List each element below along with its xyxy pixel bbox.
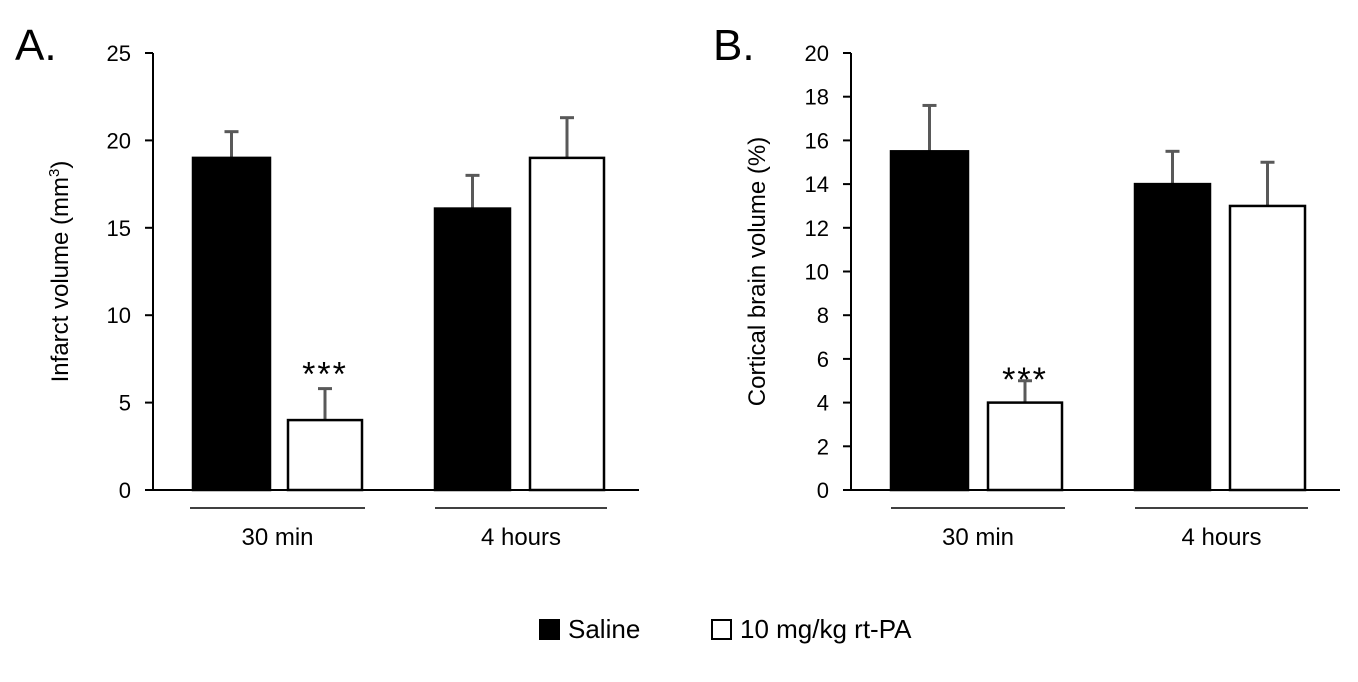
y-tick-label: 10: [805, 260, 829, 285]
legend: Saline 10 mg/kg rt-PA: [539, 614, 912, 644]
y-tick-label: 12: [805, 216, 829, 241]
panel-label: B.: [713, 21, 755, 70]
legend-label: Saline: [568, 614, 640, 644]
x-tick-label: 30 min: [942, 524, 1014, 551]
y-tick-label: 20: [107, 128, 131, 153]
bar-rtpa: [1228, 204, 1307, 492]
y-tick-label: 6: [817, 347, 829, 372]
bar-saline: [191, 156, 272, 492]
significance-marker: ***: [302, 356, 348, 394]
y-axis-label-sup: 3: [46, 169, 63, 177]
bar-rtpa: [528, 156, 606, 492]
y-tick-label: 14: [805, 172, 829, 197]
y-tick-label: 2: [817, 434, 829, 459]
x-tick-label: 4 hours: [1181, 524, 1261, 551]
panel-label: A.: [15, 21, 57, 70]
y-tick-label: 5: [119, 391, 131, 416]
y-axis-label: Cortical brain volume (%): [744, 137, 771, 406]
bar-saline: [433, 207, 512, 492]
y-tick-label: 4: [817, 391, 829, 416]
y-tick-label: 16: [805, 128, 829, 153]
y-tick-label: 18: [805, 85, 829, 110]
significance-marker: ***: [1002, 361, 1048, 399]
x-tick-label: 30 min: [241, 524, 313, 551]
bar-saline: [1133, 182, 1212, 492]
legend-label: 10 mg/kg rt-PA: [740, 614, 912, 644]
legend-swatch: [711, 619, 732, 640]
panel-a: A. 0 5 10 15 20 25 Infarct volume (mm3) 30 min **…: [15, 21, 639, 551]
y-tick-label: 0: [119, 478, 131, 503]
y-tick-label: 15: [107, 216, 131, 241]
y-tick-label: 25: [107, 41, 131, 66]
bar-rtpa: [286, 418, 364, 492]
y-tick-label: 10: [107, 303, 131, 328]
x-tick-label: 4 hours: [481, 524, 561, 551]
y-tick-label: 20: [805, 41, 829, 66]
y-tick-label: 8: [817, 303, 829, 328]
panel-b: B. 0 2 4 6 8 10 12 14 16 18 20 Cortical brain volume…: [713, 21, 1340, 551]
y-tick-label: 0: [817, 478, 829, 503]
y-axis-label: Infarct volume (mm3): [46, 161, 74, 383]
bar-saline: [889, 150, 970, 492]
bar-rtpa: [986, 401, 1064, 492]
legend-swatch: [539, 619, 560, 640]
